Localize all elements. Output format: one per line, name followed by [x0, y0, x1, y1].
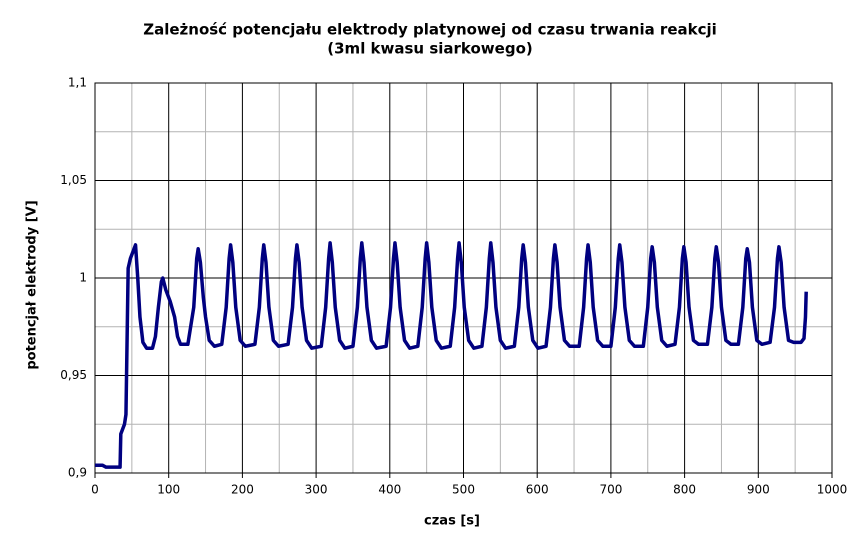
data-line	[95, 241, 808, 469]
x-tick-label: 1000	[817, 483, 848, 497]
x-tick-label: 300	[305, 483, 328, 497]
x-tick-label: 500	[452, 483, 475, 497]
x-tick-label: 800	[673, 483, 696, 497]
x-tick-label: 0	[91, 483, 99, 497]
x-tick-label: 200	[231, 483, 254, 497]
y-tick-label: 0,9	[68, 466, 87, 480]
y-tick-label: 1,1	[68, 76, 87, 90]
chart-subtitle: (3ml kwasu siarkowego)	[327, 40, 532, 58]
x-tick-label: 600	[526, 483, 549, 497]
y-tick-label: 1,05	[60, 173, 87, 187]
x-axis-label: czas [s]	[424, 514, 480, 529]
chart-title: Zależność potencjału elektrody platynowe…	[143, 21, 717, 39]
x-tick-label: 900	[747, 483, 770, 497]
y-axis-label: potencjał elektrody [V]	[25, 200, 40, 369]
x-tick-label: 100	[157, 483, 180, 497]
x-tick-label: 400	[378, 483, 401, 497]
plot-frame	[94, 82, 833, 474]
y-tick-label: 0,95	[60, 368, 87, 382]
y-tick-label: 1	[79, 271, 87, 285]
x-tick-label: 700	[599, 483, 622, 497]
